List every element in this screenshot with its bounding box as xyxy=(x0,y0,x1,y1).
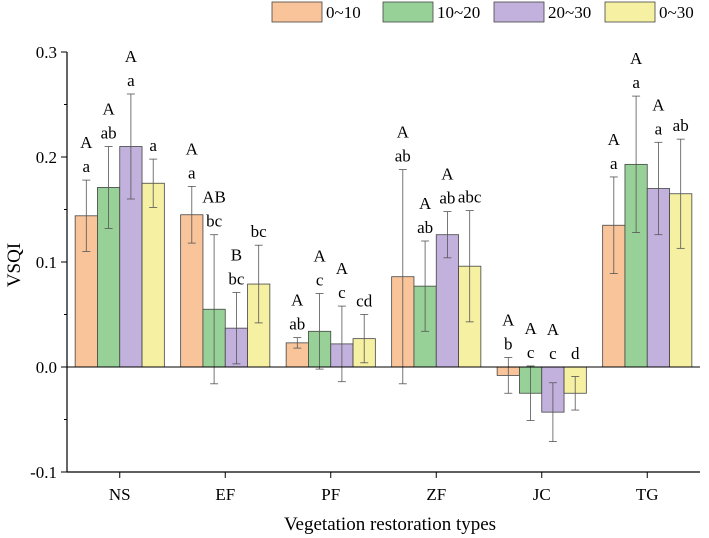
sig-label-upper: B xyxy=(231,245,242,264)
error-bars-layer xyxy=(82,93,685,442)
sig-label-upper: A xyxy=(186,139,199,158)
sig-label-upper: A xyxy=(80,133,93,152)
x-tick-label-zf: ZF xyxy=(426,485,446,504)
sig-label-lower: b xyxy=(504,335,513,354)
x-tick-label-pf: PF xyxy=(321,485,340,504)
legend-swatch-series-1 xyxy=(271,1,323,23)
sig-label-upper: A xyxy=(419,194,432,213)
y-tick-label: 0.0 xyxy=(36,358,57,377)
sig-label-upper: A xyxy=(313,247,326,266)
legend-label-series-3: 20~30 xyxy=(548,3,591,22)
sig-label-lower: a xyxy=(127,71,135,90)
sig-label-lower: c xyxy=(316,271,324,290)
legend-swatch-series-2 xyxy=(382,1,434,23)
legend-label-series-4: 0~30 xyxy=(659,3,694,22)
sig-label-lower: bc xyxy=(251,222,268,241)
sig-label-upper: A xyxy=(652,95,665,114)
sig-label-lower: a xyxy=(610,154,618,173)
y-tick-label: 0.1 xyxy=(36,253,57,272)
sig-label-lower: a xyxy=(83,157,91,176)
legend-swatch-series-3 xyxy=(493,1,545,23)
legend: 0~10 10~20 20~30 0~30 xyxy=(271,1,694,23)
sig-label-upper: A xyxy=(608,130,621,149)
sig-label-upper: A xyxy=(441,165,454,184)
x-tick-label-tg: TG xyxy=(636,485,659,504)
sig-label-lower: bc xyxy=(228,269,245,288)
sig-label-lower: c xyxy=(527,343,535,362)
y-tick-label: 0.2 xyxy=(36,148,57,167)
legend-label-series-1: 0~10 xyxy=(326,3,361,22)
sig-label-upper: A xyxy=(547,320,560,339)
sig-label-upper: A xyxy=(125,47,138,66)
sig-label-upper: A xyxy=(630,49,643,68)
sig-label-lower: ab xyxy=(439,189,455,208)
sig-label-lower: bc xyxy=(206,212,223,231)
sig-label-lower: ab xyxy=(101,124,117,143)
bar-ns-series-4 xyxy=(141,182,165,368)
sig-label-upper: A xyxy=(336,259,349,278)
sig-label-lower: c xyxy=(549,344,557,363)
legend-swatch-series-4 xyxy=(604,1,656,23)
sig-label-lower: c xyxy=(338,283,346,302)
sig-label-upper: A xyxy=(291,291,304,310)
x-tick-label-ns: NS xyxy=(109,485,131,504)
y-axis-title: VSQI xyxy=(4,243,25,287)
bars-layer xyxy=(74,146,693,413)
sig-label-upper: A xyxy=(502,311,515,330)
sig-label-lower: ab xyxy=(395,147,411,166)
y-tick-label: 0.3 xyxy=(36,43,57,62)
x-tick-label-jc: JC xyxy=(533,485,551,504)
sig-label-lower: cd xyxy=(356,292,373,311)
axes-layer: NS EF PF ZF JC TG -0.1 0.0 0.1 0.2 0.3 xyxy=(30,43,700,504)
sig-label-upper: A xyxy=(102,100,115,119)
sig-label-lower: a xyxy=(149,136,157,155)
sig-label-upper: A xyxy=(397,123,410,142)
sig-label-lower: ab xyxy=(417,218,433,237)
sig-label-lower: abc xyxy=(458,188,482,207)
sig-label-lower: a xyxy=(188,163,196,182)
sig-label-upper: AB xyxy=(202,188,226,207)
x-tick-label-ef: EF xyxy=(215,485,235,504)
sig-label-upper: A xyxy=(524,319,537,338)
sig-label-lower: ab xyxy=(289,315,305,334)
y-tick-label: -0.1 xyxy=(30,463,57,482)
legend-label-series-2: 10~20 xyxy=(437,3,480,22)
sig-label-lower: a xyxy=(655,119,663,138)
x-axis-title: Vegetation restoration types xyxy=(284,514,496,535)
sig-label-lower: d xyxy=(571,344,580,363)
sig-label-lower: ab xyxy=(673,116,689,135)
sig-label-lower: a xyxy=(632,73,640,92)
